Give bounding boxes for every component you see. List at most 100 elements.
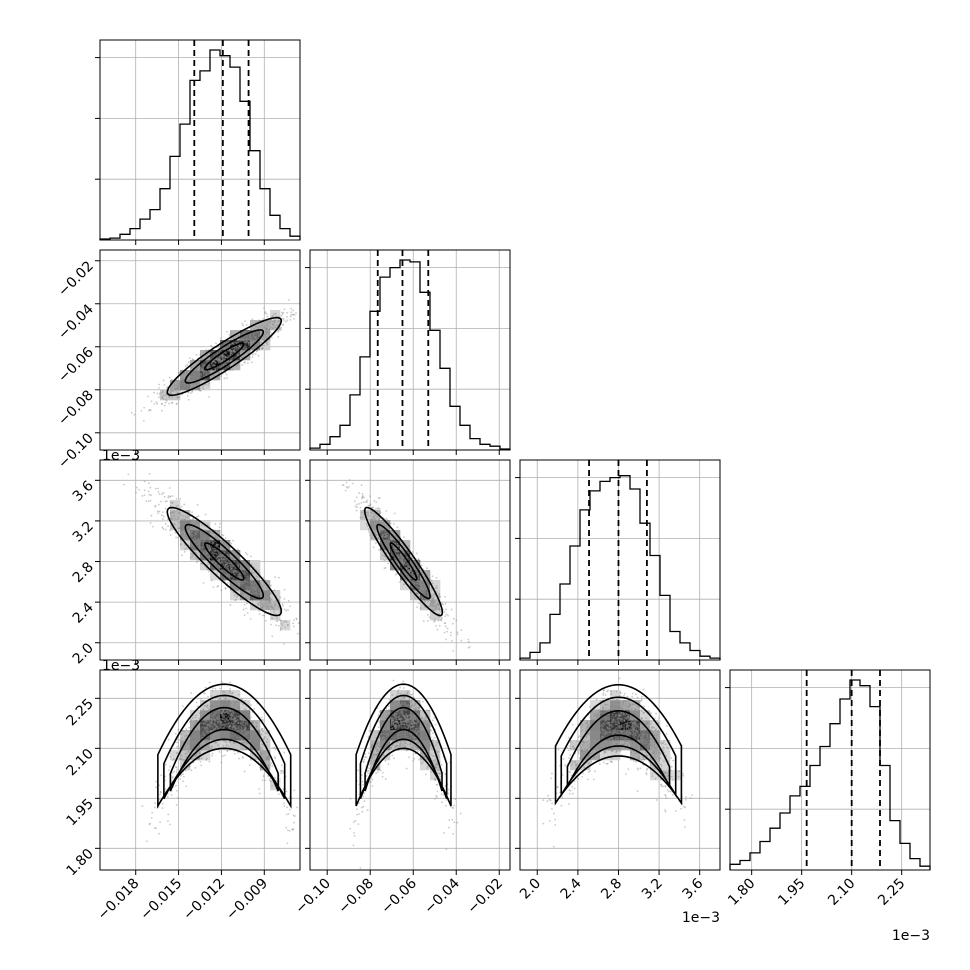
sample-point xyxy=(200,374,203,377)
sample-point xyxy=(258,746,261,749)
sample-point xyxy=(414,568,416,570)
sample-point xyxy=(446,627,449,630)
sample-point xyxy=(170,389,173,392)
sample-point xyxy=(187,391,190,394)
density-cell xyxy=(180,380,191,391)
sample-point xyxy=(402,550,405,553)
histogram-step xyxy=(519,475,721,660)
sample-point xyxy=(267,594,270,597)
sample-point xyxy=(198,541,201,544)
sample-point xyxy=(383,540,386,543)
sample-point xyxy=(179,381,182,384)
sample-point xyxy=(246,571,248,574)
sample-point xyxy=(409,560,412,563)
sample-point xyxy=(212,542,215,545)
sample-point xyxy=(437,619,440,622)
sample-point xyxy=(264,735,266,738)
sample-point xyxy=(236,354,239,357)
sample-point xyxy=(188,736,191,739)
sample-point xyxy=(269,597,271,600)
sample-point xyxy=(392,540,394,543)
sample-point xyxy=(216,555,219,558)
sample-point xyxy=(230,351,233,354)
sample-point xyxy=(401,559,404,562)
density-cell xyxy=(250,600,261,611)
sample-point xyxy=(284,620,287,622)
sample-point xyxy=(403,562,406,565)
sample-point xyxy=(416,571,419,574)
sample-point xyxy=(373,517,376,520)
sample-point xyxy=(218,361,221,364)
sample-point xyxy=(399,581,401,583)
sample-point xyxy=(431,597,434,600)
sample-point xyxy=(241,338,244,341)
sample-point xyxy=(369,534,371,537)
sample-point xyxy=(214,563,217,566)
sample-point xyxy=(243,346,246,349)
sample-point xyxy=(348,485,350,488)
sample-point xyxy=(229,714,232,717)
panel-border xyxy=(99,459,301,661)
sample-point xyxy=(401,561,404,564)
sample-point xyxy=(424,584,427,587)
sample-point xyxy=(226,566,228,569)
sample-point xyxy=(289,318,292,321)
sample-point xyxy=(370,536,373,539)
sample-point xyxy=(433,600,436,603)
sample-point xyxy=(260,331,263,334)
sample-point xyxy=(195,737,197,739)
sample-point xyxy=(225,574,228,577)
sample-point xyxy=(187,530,189,533)
sample-point xyxy=(245,721,248,724)
sample-point xyxy=(220,344,223,347)
sample-point xyxy=(396,526,399,529)
sample-point xyxy=(204,559,207,562)
sample-point xyxy=(238,572,241,575)
sample-point xyxy=(292,625,295,628)
sample-point xyxy=(204,374,207,377)
sample-point xyxy=(193,549,196,552)
sample-point xyxy=(237,340,240,343)
sample-point xyxy=(213,360,216,363)
sample-point xyxy=(205,371,208,374)
sample-point xyxy=(204,741,207,744)
sample-point xyxy=(222,716,224,719)
sample-point xyxy=(400,553,403,556)
sample-point xyxy=(385,532,388,535)
sample-point xyxy=(238,338,241,341)
sample-point xyxy=(240,338,243,341)
sample-point xyxy=(244,336,246,338)
sample-point xyxy=(379,510,381,513)
sample-point xyxy=(207,370,210,372)
sample-point xyxy=(252,341,254,344)
sample-point xyxy=(370,523,373,526)
sample-point xyxy=(168,402,171,405)
sample-point xyxy=(217,560,220,562)
sample-point xyxy=(277,624,280,627)
sample-point xyxy=(214,719,216,722)
sample-point xyxy=(367,512,370,515)
sample-point xyxy=(242,720,244,723)
sample-point xyxy=(247,575,249,578)
sample-point xyxy=(214,358,216,361)
sample-point xyxy=(256,349,259,352)
sample-point xyxy=(257,589,260,591)
sample-point xyxy=(143,406,146,409)
sample-point xyxy=(218,547,221,550)
sample-point xyxy=(237,693,240,696)
sample-point xyxy=(362,494,364,497)
sample-point xyxy=(224,564,227,567)
sample-point xyxy=(244,586,247,589)
sample-point xyxy=(236,701,238,704)
sample-point xyxy=(205,711,208,714)
sample-point xyxy=(242,593,245,596)
sample-point xyxy=(229,604,232,606)
sample-point xyxy=(220,699,222,702)
sample-point xyxy=(422,591,424,593)
sample-point xyxy=(259,766,262,769)
sample-point xyxy=(233,722,236,725)
sample-point xyxy=(149,499,152,502)
sample-point xyxy=(204,534,207,537)
sample-point xyxy=(265,327,268,329)
sample-point xyxy=(275,315,278,318)
